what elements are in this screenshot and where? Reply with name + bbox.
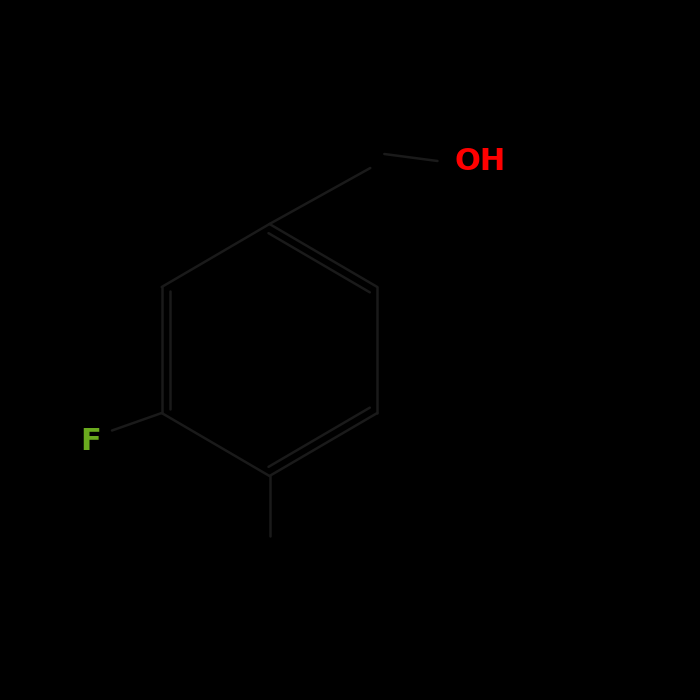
Text: F: F (80, 426, 101, 456)
Text: OH: OH (455, 146, 506, 176)
